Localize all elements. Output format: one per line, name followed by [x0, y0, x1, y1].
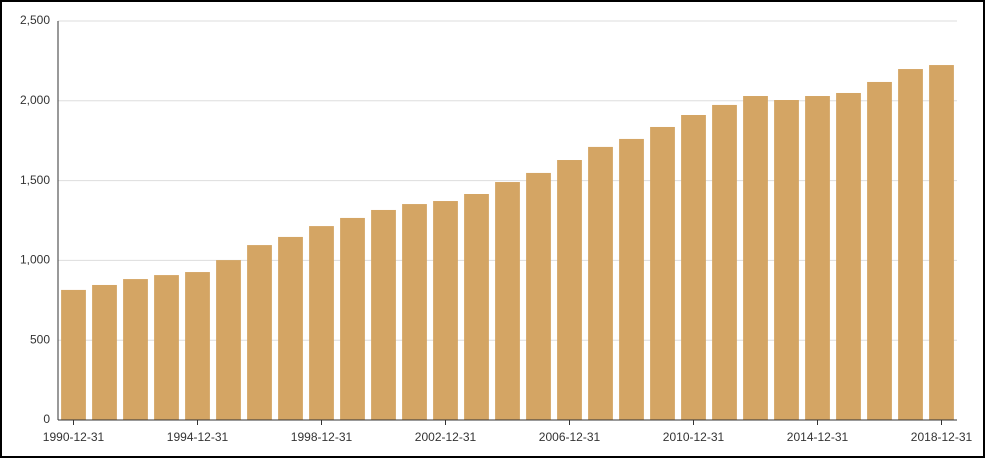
y-tick-label: 2,000 — [20, 93, 50, 107]
bar — [712, 104, 737, 421]
bar — [464, 194, 489, 420]
bar — [898, 69, 923, 420]
bar — [185, 272, 210, 420]
bar — [433, 201, 458, 420]
bar — [619, 138, 644, 420]
bar — [650, 126, 675, 421]
y-tick-label: 2,500 — [20, 13, 50, 27]
x-tick-label: 2010-12-31 — [663, 430, 725, 444]
bar — [867, 81, 892, 421]
bar — [402, 204, 427, 420]
bar — [836, 92, 861, 420]
bar — [123, 279, 148, 420]
bar — [557, 160, 582, 420]
bar — [526, 172, 551, 420]
bar — [929, 65, 954, 421]
bar — [495, 182, 520, 420]
x-tick-label: 2014-12-31 — [787, 430, 849, 444]
bar — [247, 245, 272, 420]
y-tick-label: 500 — [30, 332, 50, 346]
bar — [154, 275, 179, 420]
bar — [278, 236, 303, 420]
bar — [681, 115, 706, 421]
bar — [216, 260, 241, 420]
y-tick-label: 0 — [43, 412, 50, 426]
bar — [588, 146, 613, 421]
bar — [774, 100, 799, 420]
bar — [61, 289, 86, 420]
bar — [340, 217, 365, 420]
bar — [743, 96, 768, 421]
bar — [92, 284, 117, 420]
y-tick-label: 1,500 — [20, 173, 50, 187]
x-tick-label: 1994-12-31 — [167, 430, 229, 444]
x-tick-label: 1990-12-31 — [43, 430, 105, 444]
bar — [805, 96, 830, 421]
bar — [371, 209, 396, 420]
x-tick-label: 2002-12-31 — [415, 430, 477, 444]
x-tick-label: 2018-12-31 — [911, 430, 973, 444]
x-tick-label: 1998-12-31 — [291, 430, 353, 444]
y-tick-label: 1,000 — [20, 253, 50, 267]
bar — [309, 226, 334, 420]
x-tick-label: 2006-12-31 — [539, 430, 601, 444]
